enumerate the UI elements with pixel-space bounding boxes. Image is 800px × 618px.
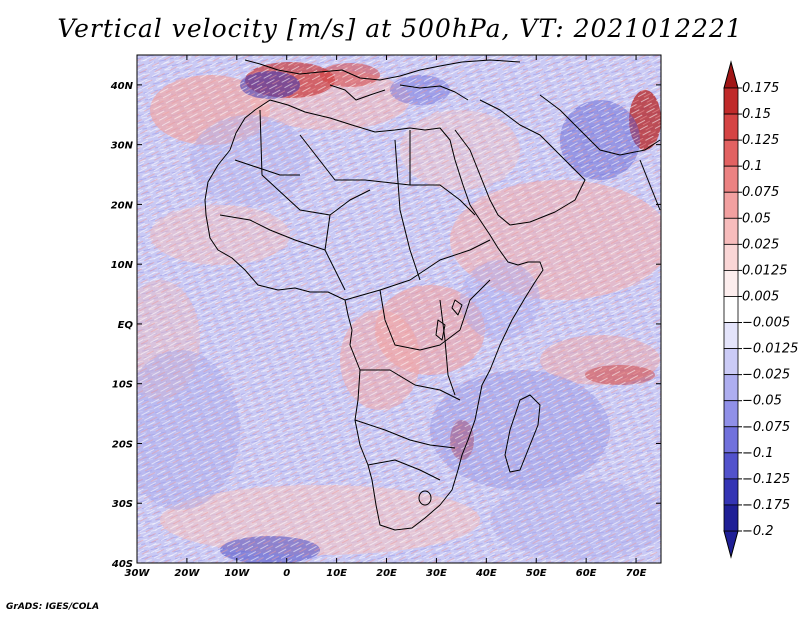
colorbar-label: 0.125 (742, 133, 779, 148)
lon-tick-label: 30E (426, 568, 447, 579)
colorbar-bottom-arrow (723, 530, 739, 559)
colorbar-segment (723, 165, 739, 193)
lat-tick-label: 30S (112, 499, 133, 510)
colorbar-segment (723, 270, 739, 297)
colorbar-label: −0.025 (742, 368, 790, 383)
colorbar-label: 0.1 (742, 159, 763, 174)
lon-tick-label: 10W (224, 568, 250, 579)
lat-tick-label: 40S (111, 559, 133, 570)
colorbar-segment (723, 348, 739, 376)
colorbar-segment (723, 243, 739, 271)
colorbar-segment (723, 400, 739, 428)
colorbar-label: −0.005 (742, 316, 790, 331)
chart-title: Vertical velocity [m/s] at 500hPa, VT: 2… (57, 14, 743, 43)
colorbar-segment (723, 296, 739, 323)
colorbar-segment (723, 191, 739, 219)
velocity-field (137, 55, 661, 563)
lon-tick-label: 40E (475, 568, 497, 579)
colorbar-segment (723, 87, 739, 115)
lat-tick-label: 10N (111, 260, 134, 271)
colorbar-label: 0.05 (742, 211, 771, 226)
colorbar-label: −0.125 (742, 472, 790, 487)
credit-label: GrADS: IGES/COLA (6, 602, 100, 612)
colorbar: 0.175 0.15 0.125 0.1 0.075 0.05 0.025 0.0125 0.0… (723, 60, 798, 559)
colorbar-top-arrow (723, 60, 739, 89)
lat-tick-label: 40N (110, 81, 134, 92)
colorbar-label: 0.0125 (742, 263, 788, 278)
coastlines (204, 59, 661, 531)
lon-tick-label: 30W (125, 568, 151, 579)
lat-tick-label: 30N (111, 141, 134, 152)
colorbar-segment (723, 217, 739, 245)
lon-tick-label: 60E (576, 568, 597, 579)
colorbar-segment (723, 322, 739, 349)
lat-tick-label: 10S (112, 380, 133, 391)
colorbar-segment (723, 426, 739, 454)
lat-tick-label: EQ (118, 320, 134, 331)
colorbar-label: 0.025 (742, 237, 779, 252)
colorbar-segment (723, 478, 739, 506)
map-frame (136, 54, 662, 564)
lon-tick-label: 10E (326, 568, 347, 579)
colorbar-label: −0.2 (742, 524, 774, 539)
lat-tick-label: 20S (112, 439, 133, 450)
colorbar-label: 0.075 (742, 185, 779, 200)
colorbar-label: 0.175 (742, 81, 779, 96)
axis-ticks: 30W 20W 10W 0 10E 20E 30E 40E 50E 60E 70E 40N 30N 20N… (110, 55, 661, 579)
lon-tick-label: 20E (376, 568, 397, 579)
colorbar-label: −0.075 (742, 420, 790, 435)
lon-tick-label: 0 (283, 568, 290, 579)
colorbar-label: 0.005 (742, 289, 779, 304)
lat-tick-label: 20N (111, 200, 134, 211)
lon-tick-label: 20W (174, 568, 200, 579)
lon-tick-label: 70E (626, 568, 647, 579)
colorbar-segment (723, 113, 739, 141)
colorbar-segment (723, 452, 739, 480)
colorbar-segment (723, 374, 739, 402)
lon-tick-label: 50E (526, 568, 547, 579)
colorbar-segment (723, 139, 739, 167)
colorbar-label: −0.0125 (742, 342, 798, 357)
colorbar-label: −0.1 (742, 446, 774, 461)
colorbar-segment (723, 504, 739, 532)
colorbar-label: −0.175 (742, 498, 790, 513)
colorbar-label: −0.05 (742, 394, 782, 409)
colorbar-label: 0.15 (742, 107, 771, 122)
